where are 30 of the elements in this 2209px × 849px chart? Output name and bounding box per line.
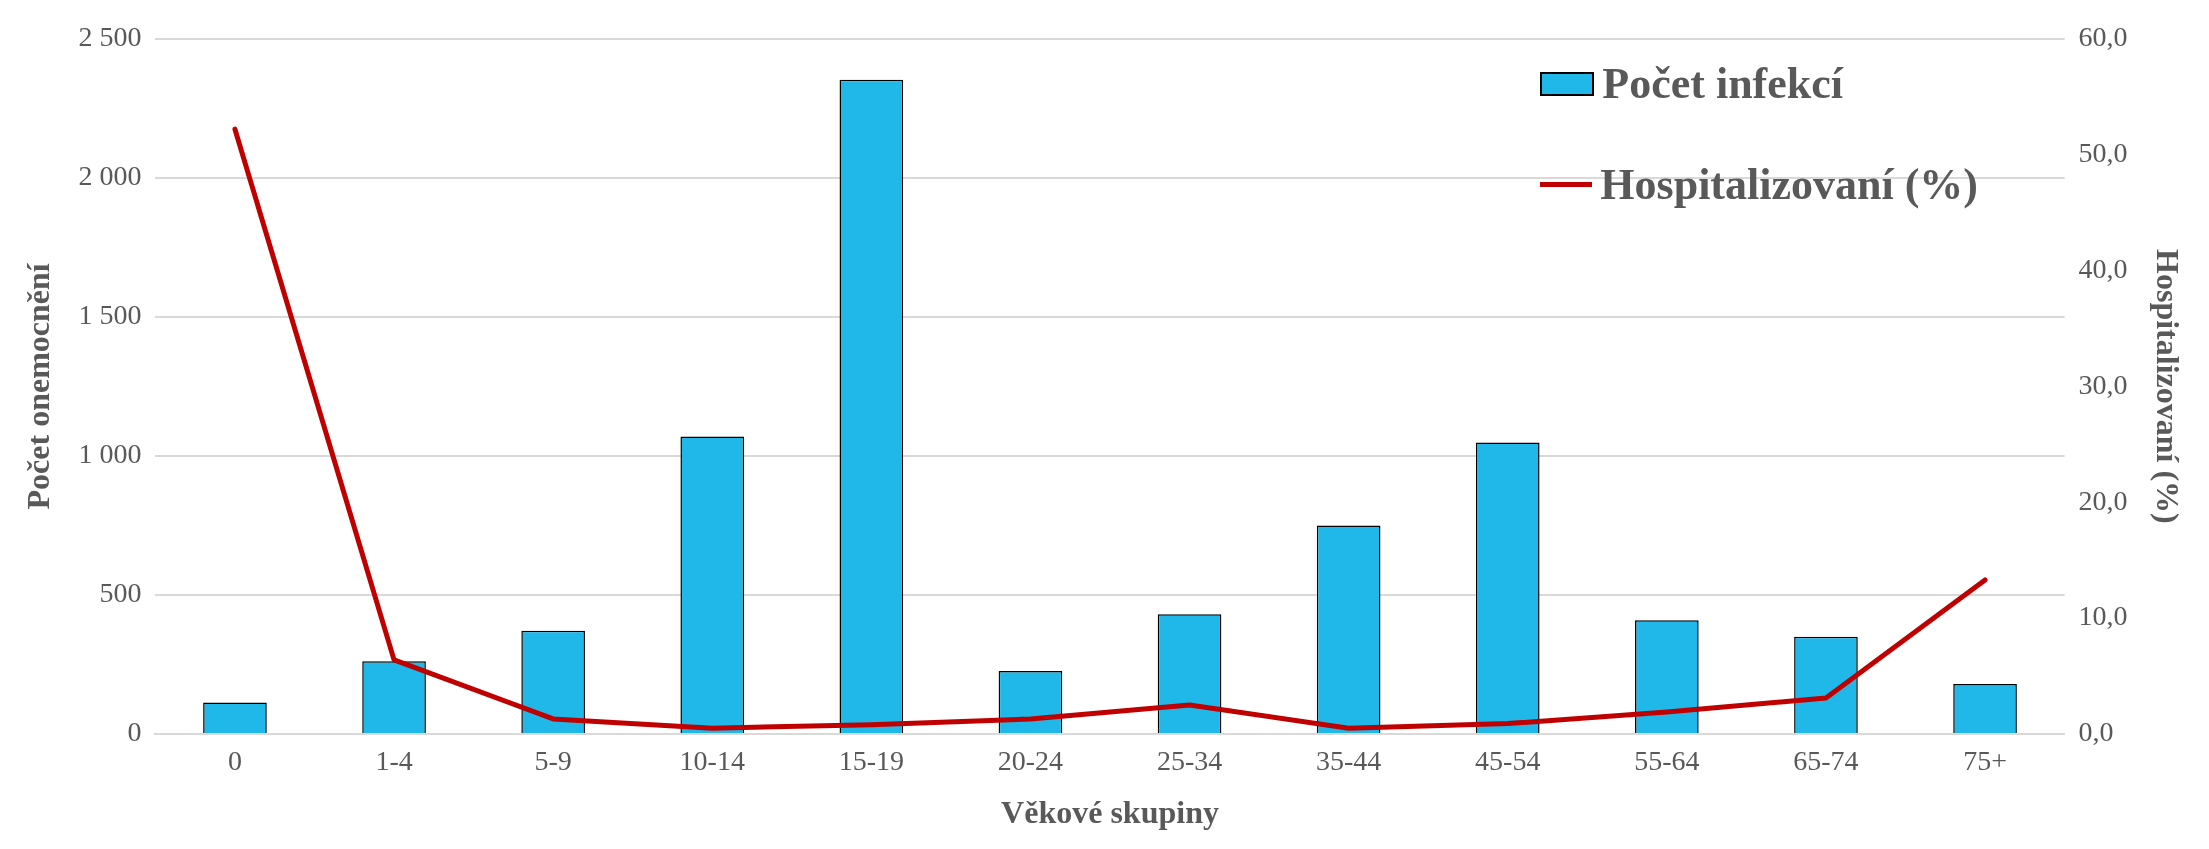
x-tick-label: 15-19 bbox=[838, 745, 905, 777]
x-tick-label: 45-54 bbox=[1475, 745, 1541, 777]
x-tick-label: 5-9 bbox=[534, 745, 572, 777]
y-tick-label: 2 500 bbox=[78, 21, 142, 53]
y-tick-label: 1 500 bbox=[78, 299, 142, 331]
x-tick-label: 55-64 bbox=[1634, 745, 1700, 777]
y-tick-label: 500 bbox=[99, 577, 142, 609]
y2-tick-label: 30,0 bbox=[2078, 368, 2128, 400]
x-tick-label: 0 bbox=[227, 745, 242, 777]
legend-label: Hospitalizovaní (%) bbox=[1600, 159, 1978, 210]
y2-tick-label: 20,0 bbox=[2078, 484, 2128, 516]
y-tick-label: 2 000 bbox=[78, 160, 142, 192]
y2-tick-label: 0,0 bbox=[2078, 716, 2114, 748]
y2-tick-label: 10,0 bbox=[2078, 600, 2128, 632]
x-tick-label: 65-74 bbox=[1793, 745, 1859, 777]
y-tick-label: 1 000 bbox=[78, 438, 142, 470]
x-tick-label: 75+ bbox=[1963, 745, 2007, 777]
x-tick-label: 25-34 bbox=[1156, 745, 1223, 777]
y2-tick-label: 40,0 bbox=[2078, 252, 2128, 284]
legend-label: Počet infekcí bbox=[1602, 58, 1844, 109]
y-axis-title: Počet onemocnění bbox=[20, 262, 57, 510]
x-tick-label: 35-44 bbox=[1315, 745, 1382, 777]
y2-axis-title: Hospitalizovaní (%) bbox=[2149, 249, 2186, 524]
x-tick-label: 10-14 bbox=[679, 745, 745, 777]
y2-tick-label: 50,0 bbox=[2078, 137, 2128, 169]
x-tick-label: 20-24 bbox=[997, 745, 1064, 777]
x-axis-title: Věkové skupiny bbox=[1001, 794, 1219, 831]
y-tick-label: 0 bbox=[127, 716, 142, 748]
x-tick-label: 1-4 bbox=[375, 745, 413, 777]
y2-tick-label: 60,0 bbox=[2078, 21, 2128, 53]
